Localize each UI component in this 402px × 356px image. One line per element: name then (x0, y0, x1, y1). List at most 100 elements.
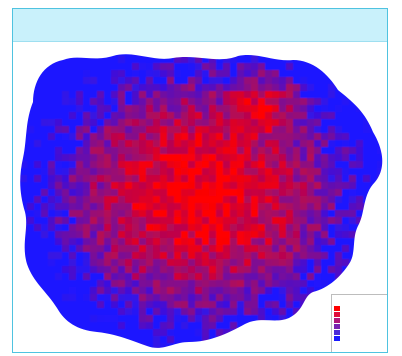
heat-cell (363, 266, 371, 274)
heat-cell (342, 224, 350, 232)
heat-cell (356, 42, 364, 50)
heat-cell (20, 301, 28, 309)
heat-cell (370, 112, 378, 120)
heat-cell (34, 70, 42, 78)
heat-cell (230, 77, 238, 85)
heat-cell (258, 154, 266, 162)
heat-cell (90, 105, 98, 113)
heat-cell (139, 189, 147, 197)
heat-cell (321, 56, 329, 64)
heat-cell (363, 280, 371, 288)
heat-cell (384, 105, 387, 113)
heat-cell (307, 259, 315, 267)
heat-cell (146, 308, 154, 316)
heat-cell (370, 84, 378, 92)
heat-cell (167, 350, 175, 352)
heat-cell (286, 133, 294, 141)
heat-cell (286, 315, 294, 323)
heat-cell (41, 63, 49, 71)
heat-cell (83, 294, 91, 302)
heat-cell (27, 77, 35, 85)
heat-cell (132, 329, 140, 337)
heat-cell (160, 294, 168, 302)
heat-cell (20, 343, 28, 348)
heat-cell (146, 231, 154, 239)
heat-cell (181, 84, 189, 92)
heat-cell (223, 182, 231, 190)
heat-cell (76, 70, 84, 78)
heat-cell (34, 259, 42, 267)
heat-cell (370, 98, 378, 106)
legend-item (334, 329, 387, 335)
heat-cell (279, 259, 287, 267)
heat-cell (76, 77, 84, 85)
heat-cell (237, 70, 245, 78)
heat-cell (20, 175, 28, 183)
heat-cell (97, 126, 105, 134)
heat-cell (258, 322, 266, 330)
heat-cell (216, 126, 224, 134)
heat-cell (209, 154, 217, 162)
heat-cell (139, 140, 147, 148)
heat-cell (20, 294, 21, 302)
heat-cell (279, 42, 287, 50)
heat-cell (146, 133, 154, 141)
heat-cell (76, 168, 84, 176)
heat-cell (307, 322, 315, 330)
heat-cell (188, 266, 196, 274)
heat-cell (181, 294, 189, 302)
heat-cell (202, 42, 210, 50)
heat-cell (244, 154, 252, 162)
heat-cell (307, 231, 315, 239)
heat-cell (69, 119, 77, 127)
heat-cell (377, 140, 383, 148)
heat-cell (20, 329, 28, 337)
heat-cell (265, 336, 273, 344)
heat-cell (139, 210, 147, 218)
heat-cell (279, 252, 287, 260)
map-canvas[interactable] (13, 42, 387, 352)
heat-cell (41, 140, 49, 148)
heat-cell (174, 126, 182, 134)
heat-cell (342, 196, 350, 204)
heat-cell (20, 259, 21, 267)
heat-cell (20, 77, 28, 85)
heat-cell (97, 231, 105, 239)
heat-cell (62, 315, 70, 323)
heat-cell (48, 70, 56, 78)
heat-cell (48, 140, 56, 148)
heat-cell (132, 56, 140, 64)
heat-cell (209, 217, 217, 225)
heat-cell (209, 343, 217, 348)
heat-cell (174, 154, 182, 162)
heat-cell (377, 210, 383, 218)
heat-cell (195, 336, 203, 344)
heat-cell (153, 42, 161, 50)
heat-cell (349, 91, 357, 99)
heat-cell (90, 154, 98, 162)
heat-cell (34, 224, 42, 232)
heat-cell (48, 273, 56, 281)
heat-map[interactable] (13, 42, 387, 352)
heat-cell (300, 287, 308, 295)
heat-cell (195, 196, 203, 204)
heat-cell (321, 182, 329, 190)
heat-cell (104, 70, 112, 78)
heat-cell (111, 98, 119, 106)
heat-cell (69, 54, 77, 57)
heat-cell (97, 294, 105, 302)
heat-cell (216, 252, 224, 260)
heat-cell (118, 315, 126, 323)
heat-cell (90, 161, 98, 169)
heat-cell (335, 98, 343, 106)
heat-cell (202, 273, 210, 281)
heat-cell (195, 245, 203, 253)
heat-cell (111, 126, 119, 134)
heat-cell (363, 231, 371, 239)
heat-cell (230, 154, 238, 162)
heat-cell (384, 56, 387, 64)
heat-cell (265, 238, 273, 246)
heat-cell (244, 231, 252, 239)
heat-cell (188, 154, 196, 162)
heat-cell (132, 112, 140, 120)
